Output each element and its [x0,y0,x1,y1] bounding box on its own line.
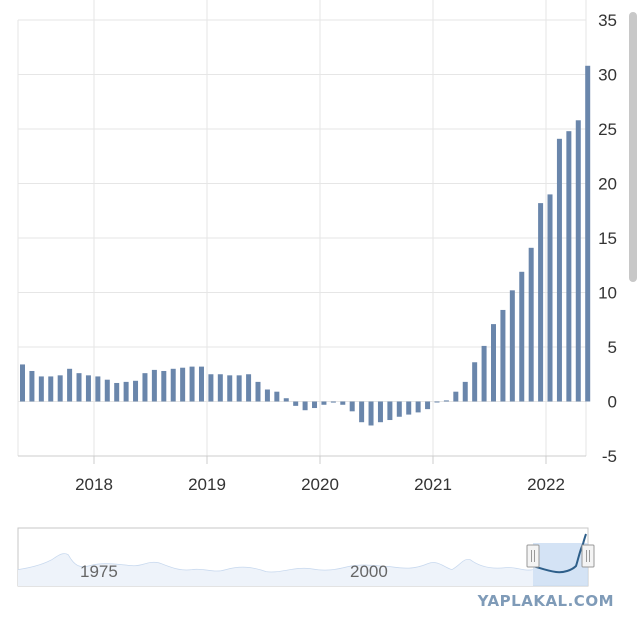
bar[interactable] [425,401,431,410]
bar[interactable] [283,398,289,402]
bar[interactable] [500,309,506,402]
bar[interactable] [387,401,393,421]
bar[interactable] [368,401,374,426]
bar[interactable] [114,382,120,402]
bar[interactable] [575,120,581,402]
bar[interactable] [340,401,346,405]
bar[interactable] [142,373,148,402]
bar[interactable] [236,375,242,402]
bar[interactable] [443,400,449,402]
navigator[interactable]: 1975 2000 [17,527,595,587]
bar[interactable] [133,380,139,402]
bars [20,65,591,426]
bar[interactable] [312,401,318,409]
bar[interactable] [189,366,195,402]
bar[interactable] [472,362,478,402]
bar[interactable] [217,374,223,402]
bar[interactable] [198,366,204,402]
bar[interactable] [180,367,186,402]
bar[interactable] [95,376,101,402]
bar[interactable] [20,364,25,402]
navigator-handle-left[interactable] [526,544,540,568]
bar[interactable] [359,401,365,423]
bar[interactable] [246,374,252,402]
bar[interactable] [76,373,82,402]
navigator-label-2000: 2000 [350,562,388,581]
x-tick-label: 2022 [527,475,565,494]
x-tick-label: 2019 [188,475,226,494]
bar[interactable] [208,374,214,402]
navigator-selection[interactable] [533,543,588,586]
y-tick-label: 10 [598,284,617,303]
bar[interactable] [48,376,54,402]
y-tick-label: 25 [598,120,617,139]
bar[interactable] [528,247,534,402]
x-tick-label: 2020 [301,475,339,494]
bar[interactable] [123,381,129,402]
bar[interactable] [462,381,468,402]
bar[interactable] [170,368,176,402]
y-axis-ticks: -5 0 5 10 15 20 25 30 35 [598,11,617,466]
y-tick-label: 0 [608,393,617,412]
bar[interactable] [38,376,44,402]
x-tick-label: 2018 [75,475,113,494]
bar[interactable] [302,401,308,411]
bar[interactable] [415,401,421,413]
bar[interactable] [556,138,562,402]
plot-area: -5 0 5 10 15 20 25 30 35 2018 2019 2020 2021 2022 [17,0,617,494]
y-tick-label: -5 [602,447,617,466]
bar[interactable] [566,131,572,402]
y-tick-label: 30 [598,66,617,85]
bar[interactable] [547,194,553,402]
bar[interactable] [330,401,336,403]
x-tick-label: 2021 [414,475,452,494]
bar[interactable] [264,389,270,402]
bar[interactable] [519,271,525,402]
navigator-label-1975: 1975 [80,562,118,581]
bar[interactable] [104,379,110,402]
bar[interactable] [406,401,412,415]
y-tick-label: 35 [598,11,617,30]
bar[interactable] [293,401,299,406]
bar[interactable] [453,391,459,402]
bar[interactable] [491,324,496,402]
bar[interactable] [538,203,544,402]
bar[interactable] [85,375,91,402]
y-tick-label: 20 [598,175,617,194]
bar[interactable] [274,391,280,402]
y-tick-label: 5 [608,338,617,357]
bar[interactable] [349,401,355,412]
bar[interactable] [57,375,63,402]
bar[interactable] [227,375,233,402]
bar[interactable] [585,65,591,402]
watermark: YAPLAKAL.COM [477,592,614,610]
bar[interactable] [151,369,157,402]
bar[interactable] [377,401,383,423]
bar[interactable] [321,401,327,405]
navigator-selected-series [532,533,587,574]
bar[interactable] [161,370,167,402]
bar[interactable] [67,368,73,402]
bar[interactable] [434,401,440,403]
page-scrollbar-thumb[interactable] [629,12,637,282]
grid [17,0,587,457]
bar[interactable] [255,381,261,402]
x-axis-ticks: 2018 2019 2020 2021 2022 [75,456,565,494]
y-tick-label: 15 [598,229,617,248]
navigator-series-fill [18,553,533,586]
bar[interactable] [481,345,487,402]
bar[interactable] [396,401,402,417]
navigator-handle-right[interactable] [581,544,595,568]
bar[interactable] [29,370,35,402]
bar[interactable] [509,290,515,402]
